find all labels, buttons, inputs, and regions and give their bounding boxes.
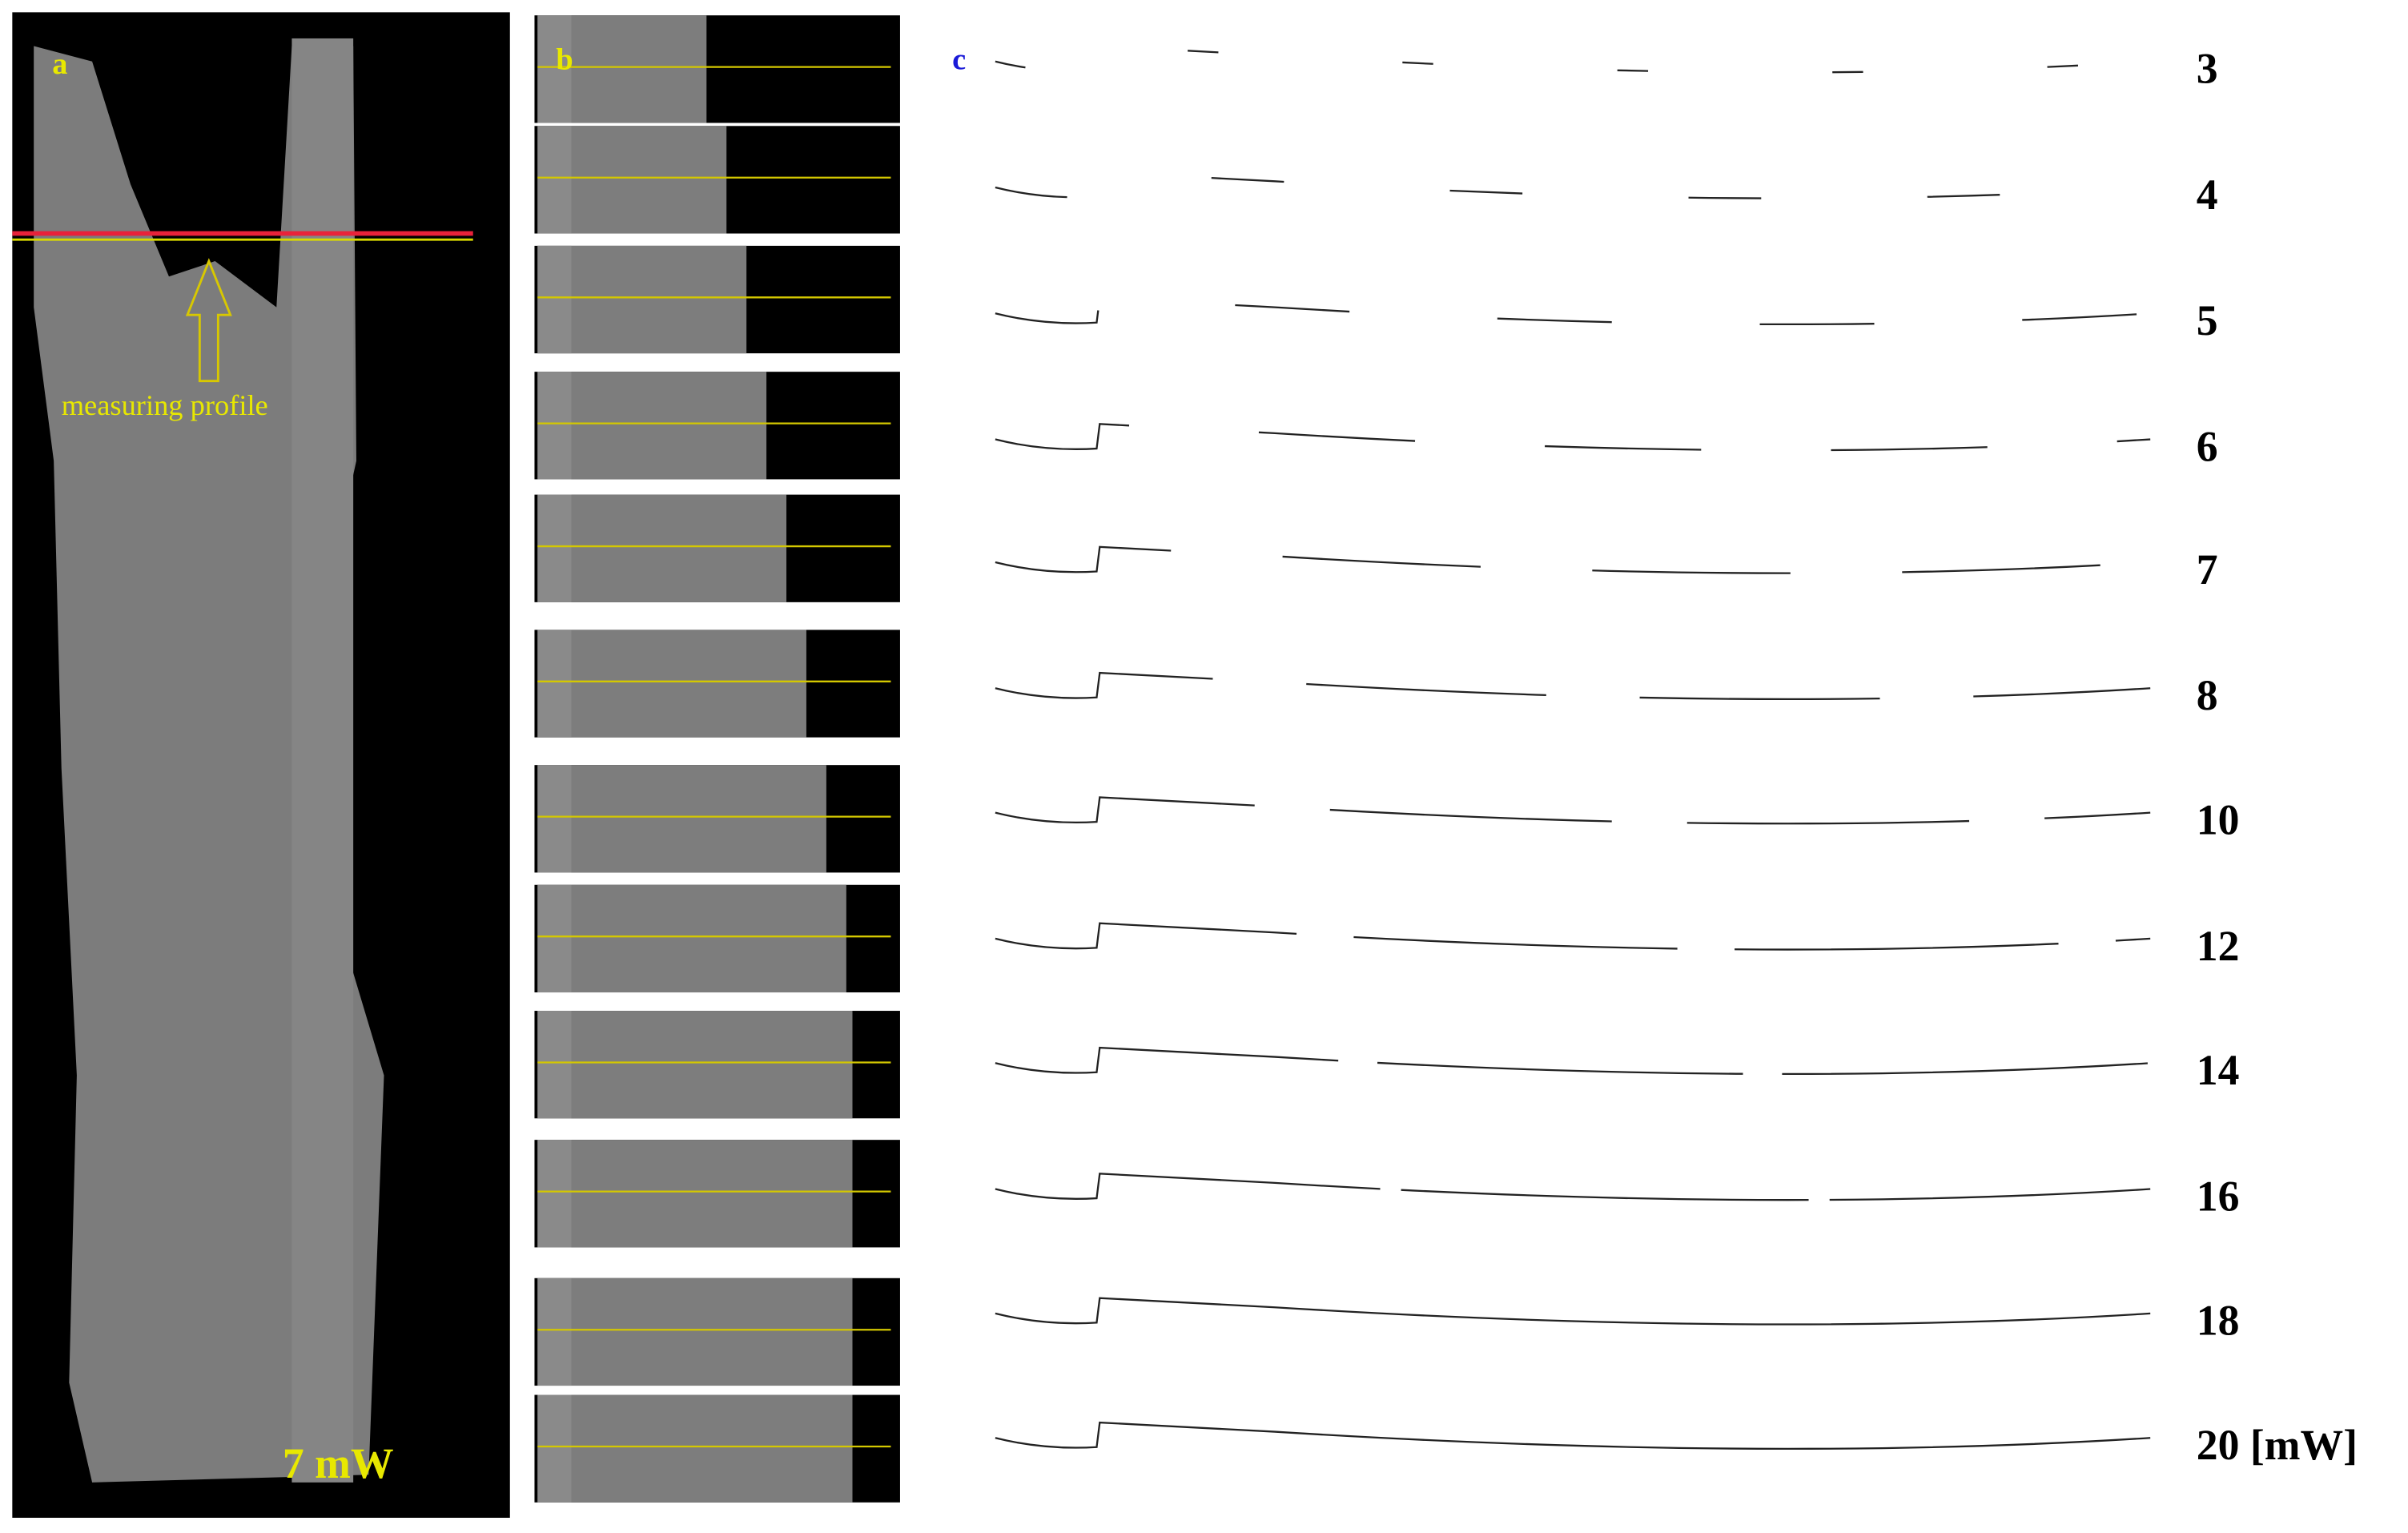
profile-curve (995, 796, 2151, 825)
power-label: 7 (2197, 545, 2218, 593)
power-label: 20 [mW] (2197, 1421, 2358, 1469)
frame-band (537, 15, 572, 123)
profile-curve (995, 423, 2151, 452)
power-label: 4 (2197, 171, 2218, 219)
profile-curve (995, 1046, 2151, 1076)
profile-curve (995, 1421, 2151, 1451)
panel-label: a (52, 47, 67, 81)
frame-gray (537, 1278, 853, 1386)
frame-band (537, 765, 572, 873)
figure-content: a measuring profile 7 mW b c 3 4 5 6 7 8 10 12 1… (12, 12, 2358, 1518)
profile-curve (995, 1173, 2151, 1201)
frame-band (537, 1394, 572, 1503)
frame-band (537, 1278, 572, 1386)
power-label: 18 (2197, 1297, 2240, 1345)
panel-label: b (556, 42, 573, 76)
frame (534, 126, 900, 234)
frame (534, 1011, 900, 1119)
power-label: 5 (2197, 296, 2218, 344)
frame-gray (537, 1394, 853, 1503)
frame-band (537, 494, 572, 602)
power-label: 10 (2197, 795, 2240, 843)
frame-gray (537, 245, 747, 354)
profile-curve (995, 922, 2151, 951)
frame-gray (537, 494, 787, 602)
frame (534, 15, 900, 123)
profile-curve (995, 45, 2151, 74)
annotation: measuring profile (62, 389, 268, 421)
power-label: 8 (2197, 671, 2218, 719)
frame (534, 1140, 900, 1248)
power-label: 7 mW (283, 1439, 394, 1487)
frame (534, 494, 900, 602)
frame (534, 1278, 900, 1386)
panel-b (534, 15, 900, 1503)
power-label: 16 (2197, 1172, 2240, 1220)
frame (534, 372, 900, 480)
profile-curve (995, 1297, 2151, 1326)
frame (534, 765, 900, 873)
frame-band (537, 630, 572, 738)
frame-band (537, 884, 572, 993)
panel-c: 3 4 5 6 7 8 10 12 14 16 18 20 [mW] (995, 45, 2358, 1469)
profile-curve (995, 171, 2151, 199)
panel-label: c (952, 42, 966, 76)
frame-band (537, 126, 572, 234)
frame (534, 1394, 900, 1503)
frame-band (537, 1140, 572, 1248)
power-label: 14 (2197, 1046, 2240, 1094)
profile-curve (995, 545, 2151, 574)
arrow (185, 258, 232, 383)
profile-curve (995, 671, 2151, 701)
panel-a-band (291, 38, 354, 1483)
profile-curve (995, 296, 2151, 326)
power-label: 12 (2197, 922, 2240, 970)
power-label: 6 (2197, 422, 2218, 470)
frame-gray (537, 1140, 853, 1248)
frame (534, 630, 900, 738)
frame-band (537, 245, 572, 354)
frame-gray (537, 372, 767, 480)
frame-band (537, 1011, 572, 1119)
frame (534, 245, 900, 354)
frame-gray (537, 884, 846, 993)
power-label: 3 (2197, 45, 2218, 93)
frame-gray (537, 765, 826, 873)
frame (534, 884, 900, 993)
frame-gray (537, 630, 806, 738)
frame-band (537, 372, 572, 480)
frame-gray (537, 1011, 853, 1119)
